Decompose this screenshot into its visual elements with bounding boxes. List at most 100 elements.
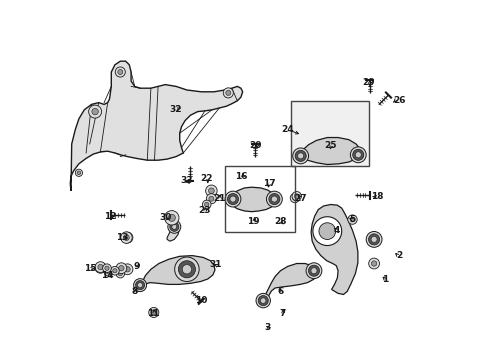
Circle shape <box>124 266 130 272</box>
Circle shape <box>116 263 126 274</box>
Polygon shape <box>230 187 276 212</box>
Text: 25: 25 <box>324 141 336 150</box>
Circle shape <box>208 196 213 201</box>
Circle shape <box>258 296 268 306</box>
Text: 26: 26 <box>392 96 405 105</box>
Text: 8: 8 <box>131 287 138 296</box>
Circle shape <box>202 200 211 209</box>
Text: 3: 3 <box>264 323 270 332</box>
Text: 16: 16 <box>234 172 246 181</box>
Text: 28: 28 <box>274 217 286 226</box>
Circle shape <box>115 67 125 77</box>
Text: 13: 13 <box>116 233 128 242</box>
Text: 31: 31 <box>209 260 222 269</box>
Circle shape <box>104 267 113 276</box>
Circle shape <box>110 266 119 275</box>
Circle shape <box>294 194 299 199</box>
Circle shape <box>95 262 106 273</box>
Text: 20: 20 <box>248 141 261 150</box>
Circle shape <box>271 196 277 202</box>
Circle shape <box>98 264 103 270</box>
Circle shape <box>169 222 179 231</box>
Text: 18: 18 <box>371 192 383 201</box>
Circle shape <box>223 88 233 98</box>
Circle shape <box>347 215 356 224</box>
Circle shape <box>370 237 376 242</box>
Circle shape <box>310 268 316 274</box>
Circle shape <box>124 235 130 240</box>
Circle shape <box>295 150 305 161</box>
Text: 11: 11 <box>147 309 160 318</box>
Circle shape <box>118 69 122 75</box>
Circle shape <box>349 147 366 163</box>
Circle shape <box>229 196 236 202</box>
Circle shape <box>318 223 335 239</box>
Text: 15: 15 <box>84 264 97 273</box>
Circle shape <box>174 257 199 282</box>
Circle shape <box>291 192 301 201</box>
Circle shape <box>289 193 299 203</box>
Circle shape <box>77 171 81 175</box>
Text: 1: 1 <box>381 275 387 284</box>
Circle shape <box>104 266 109 270</box>
Circle shape <box>164 211 179 225</box>
Polygon shape <box>167 223 179 241</box>
Circle shape <box>305 263 321 279</box>
Circle shape <box>116 269 124 278</box>
Text: 17: 17 <box>263 179 275 188</box>
Text: 4: 4 <box>332 226 339 235</box>
Circle shape <box>122 232 133 243</box>
Circle shape <box>371 261 376 266</box>
Circle shape <box>113 269 117 273</box>
Circle shape <box>151 310 156 315</box>
Text: 23: 23 <box>198 206 211 215</box>
Circle shape <box>92 108 98 115</box>
Circle shape <box>354 152 361 158</box>
Polygon shape <box>70 61 242 191</box>
Text: 5: 5 <box>348 215 355 224</box>
Circle shape <box>119 266 124 271</box>
Circle shape <box>352 149 363 160</box>
Circle shape <box>292 196 297 200</box>
Polygon shape <box>310 204 357 294</box>
Circle shape <box>292 148 308 164</box>
Circle shape <box>102 264 111 273</box>
Bar <box>291 101 368 166</box>
Circle shape <box>178 261 195 278</box>
Circle shape <box>208 188 214 194</box>
Circle shape <box>368 258 379 269</box>
Circle shape <box>135 280 144 290</box>
Text: 6: 6 <box>277 287 283 296</box>
Text: 12: 12 <box>104 212 117 220</box>
Circle shape <box>256 293 270 308</box>
Circle shape <box>204 202 208 207</box>
Circle shape <box>88 105 102 118</box>
Circle shape <box>168 214 175 221</box>
Circle shape <box>171 224 176 229</box>
Circle shape <box>268 194 279 204</box>
Text: 7: 7 <box>279 309 285 318</box>
Circle shape <box>106 270 110 274</box>
Circle shape <box>349 217 354 222</box>
Circle shape <box>182 265 191 274</box>
Circle shape <box>227 194 238 204</box>
Text: 24: 24 <box>281 125 293 134</box>
Circle shape <box>121 232 132 243</box>
Circle shape <box>366 231 381 247</box>
Circle shape <box>224 191 241 207</box>
Circle shape <box>266 191 282 207</box>
Circle shape <box>167 220 181 233</box>
Circle shape <box>205 185 217 197</box>
Bar <box>224 166 294 232</box>
Circle shape <box>148 307 159 318</box>
Text: 29: 29 <box>362 78 374 87</box>
Text: 22: 22 <box>200 174 212 183</box>
Circle shape <box>368 234 379 245</box>
Circle shape <box>118 271 122 276</box>
Polygon shape <box>138 256 215 292</box>
Text: 10: 10 <box>195 296 207 305</box>
Circle shape <box>95 262 106 273</box>
Circle shape <box>225 90 230 95</box>
Text: 2: 2 <box>395 251 402 260</box>
Text: 32: 32 <box>169 105 182 114</box>
